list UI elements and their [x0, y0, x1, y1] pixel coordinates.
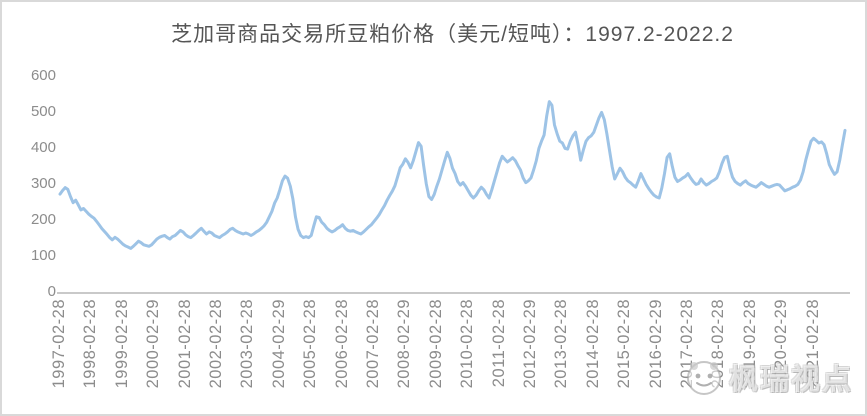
x-tick-label: 2014-02-28 [583, 299, 602, 389]
x-tick-label: 2000-02-29 [144, 299, 163, 389]
x-tick-label: 2016-02-29 [646, 299, 665, 389]
y-tick-label: 0 [47, 283, 56, 300]
price-line [58, 100, 847, 250]
y-tick-label: 100 [30, 247, 56, 264]
x-tick-label: 2010-02-28 [458, 299, 477, 389]
watermark: 枫瑞视点 [684, 356, 853, 398]
y-tick-label: 600 [30, 67, 56, 84]
x-tick-label: 2004-02-29 [269, 299, 288, 389]
x-tick-label: 2002-02-28 [207, 299, 225, 389]
x-tick-label: 2015-02-28 [615, 299, 634, 389]
y-tick-label: 300 [30, 175, 56, 192]
x-tick-label: 2003-02-28 [238, 299, 257, 389]
x-tick-label: 1997-02-28 [50, 299, 68, 389]
x-tick-label: 2011-02-28 [489, 299, 508, 388]
x-tick-label: 1998-02-28 [81, 299, 100, 389]
x-tick-label: 2012-02-29 [521, 299, 539, 389]
y-tick-label: 400 [30, 139, 56, 156]
chart-title: 芝加哥商品交易所豆粕价格（美元/短吨）：1997.2-2022.2 [171, 23, 734, 46]
x-tick-label: 2008-02-29 [395, 299, 414, 389]
x-axis-line [57, 292, 850, 294]
x-tick-label: 2006-02-28 [332, 299, 351, 389]
x-tick-label: 2007-02-28 [364, 299, 382, 389]
x-tick-label: 2009-02-28 [426, 299, 445, 389]
x-tick-label: 2001-02-28 [175, 299, 194, 389]
watermark-text: 枫瑞视点 [728, 364, 853, 396]
watermark-panda-logo-icon [686, 361, 721, 395]
x-tick-label: 2013-02-28 [552, 299, 571, 389]
x-tick-label: 1999-02-28 [112, 299, 131, 389]
y-tick-label: 500 [30, 103, 56, 120]
y-tick-label: 200 [30, 211, 56, 228]
x-tick-label: 2005-02-28 [301, 299, 320, 389]
